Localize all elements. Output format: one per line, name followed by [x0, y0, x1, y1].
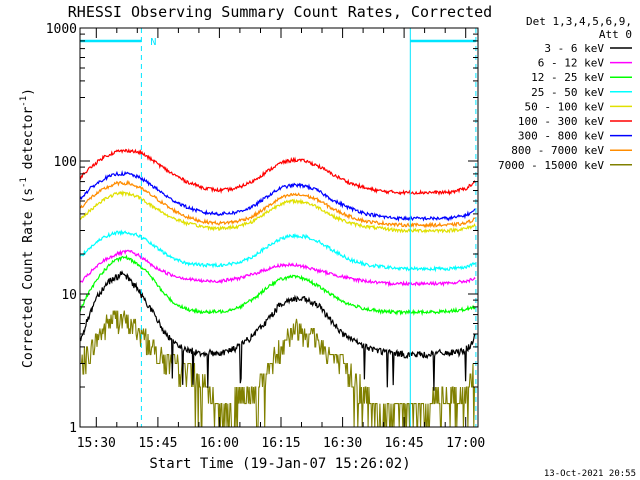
- series-line-2: [79, 254, 476, 317]
- x-tick-label: 16:30: [323, 436, 362, 451]
- legend: Det 1,3,4,5,6,9,Att 03 - 6 keV 6 - 12 keV…: [498, 15, 632, 172]
- legend-label-2: 12 - 25 keV: [531, 71, 604, 84]
- legend-header-0: Det 1,3,4,5,6,9,: [526, 15, 632, 28]
- plot-frame: [79, 27, 479, 428]
- legend-label-5: 100 - 300 keV: [518, 115, 604, 128]
- y-tick-label: 1000: [46, 22, 77, 37]
- plot-area: [79, 148, 476, 428]
- x-tick-label: 15:30: [77, 436, 116, 451]
- chart-title: RHESSI Observing Summary Count Rates, Co…: [68, 3, 492, 21]
- legend-label-1: 6 - 12 keV: [538, 57, 605, 70]
- y-tick-label: 1: [69, 421, 77, 436]
- legend-label-6: 300 - 800 keV: [518, 130, 604, 143]
- series-line-7: [79, 179, 476, 229]
- legend-label-0: 3 - 6 keV: [544, 42, 604, 55]
- series-line-8: [80, 310, 476, 428]
- x-tick-label: 16:00: [200, 436, 239, 451]
- x-tick-label: 16:45: [385, 436, 424, 451]
- axes: 1 10 100 1000 15:30 15:45 16:00 16:15 16:30 16:45…: [46, 22, 486, 451]
- series-line-1: [79, 249, 476, 288]
- series-line-5: [79, 148, 476, 196]
- timestamp: 13-Oct-2021 20:55: [544, 469, 636, 479]
- y-axis-label-part3: ): [21, 88, 36, 96]
- y-tick-label: 100: [54, 155, 77, 170]
- y-axis-label-sup1: -1: [19, 177, 29, 188]
- series-line-3: [79, 229, 476, 273]
- x-tick-label: 15:45: [138, 436, 177, 451]
- x-tick-label: 17:00: [446, 436, 485, 451]
- legend-label-3: 25 - 50 keV: [531, 86, 604, 99]
- night-label: N: [150, 37, 156, 48]
- y-axis-label-part2: detector: [21, 107, 36, 178]
- series-line-4: [79, 189, 476, 234]
- legend-header-1: Att 0: [599, 28, 632, 41]
- legend-label-7: 800 - 7000 keV: [511, 144, 604, 157]
- night-markers: N: [80, 28, 477, 427]
- y-tick-label: 10: [61, 288, 77, 303]
- legend-label-4: 50 - 100 keV: [525, 100, 605, 113]
- x-axis-label: Start Time (19-Jan-07 15:26:02): [149, 456, 410, 472]
- series-line-0: [79, 270, 476, 391]
- series-line-6: [79, 170, 476, 223]
- x-tick-label: 16:15: [261, 436, 300, 451]
- y-axis-label-sup2: -1: [19, 96, 29, 107]
- y-axis-label-part1: Corrected Count Rate (s: [21, 188, 36, 368]
- y-axis-label: Corrected Count Rate (s-1 detector-1): [19, 88, 36, 368]
- legend-label-8: 7000 - 15000 keV: [498, 159, 604, 172]
